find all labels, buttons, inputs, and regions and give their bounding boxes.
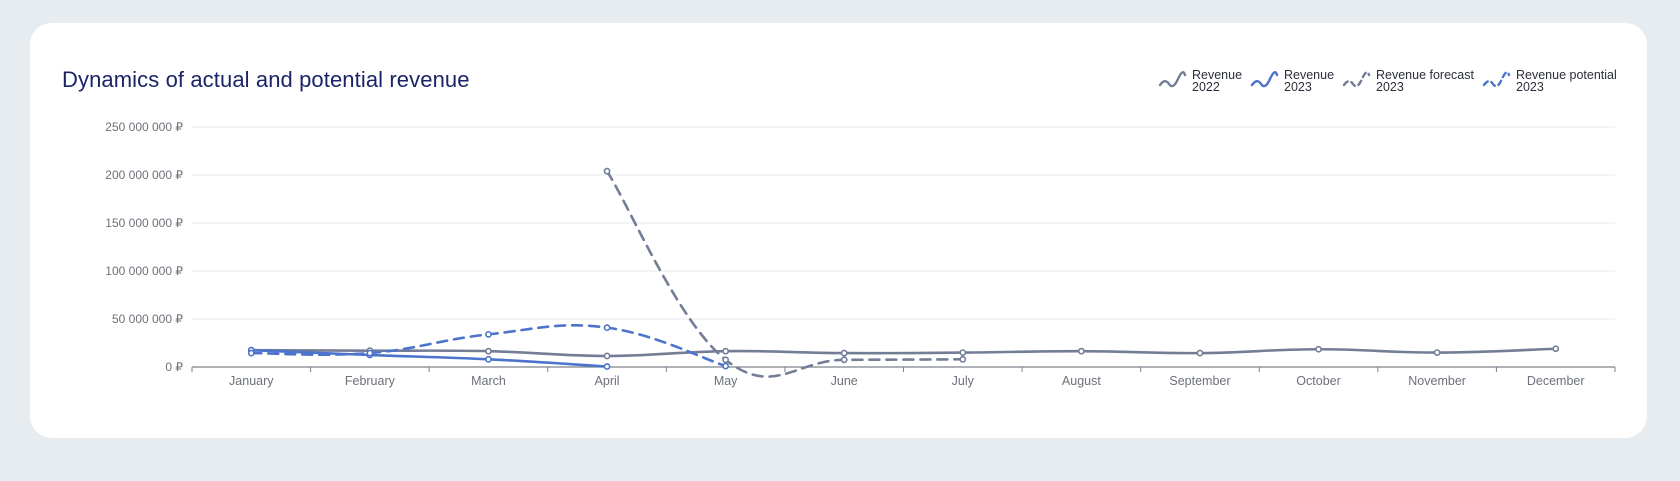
x-tick-label: April — [595, 374, 620, 388]
legend-label-1[interactable]: Revenue — [1192, 68, 1242, 82]
y-tick-label: 250 000 000 ₽ — [105, 120, 183, 134]
series-line-3 — [605, 169, 965, 378]
legend-label-1[interactable]: 2022 — [1192, 80, 1220, 94]
y-tick-label: 150 000 000 ₽ — [105, 216, 183, 230]
data-point[interactable] — [722, 347, 730, 355]
y-tick-label: 0 ₽ — [165, 360, 183, 374]
data-point[interactable] — [603, 167, 611, 175]
x-tick-label: March — [471, 374, 506, 388]
x-tick-label: December — [1527, 374, 1585, 388]
legend-swatch-2[interactable] — [1250, 71, 1279, 88]
data-point[interactable] — [485, 347, 492, 355]
data-point[interactable] — [485, 355, 492, 363]
data-point[interactable] — [603, 352, 611, 360]
x-tick-label: May — [714, 374, 738, 388]
y-tick-label: 200 000 000 ₽ — [105, 168, 183, 182]
data-point[interactable] — [1315, 345, 1322, 353]
data-point[interactable] — [959, 355, 967, 363]
x-tick-label: January — [229, 374, 274, 388]
data-point[interactable] — [722, 356, 730, 364]
x-tick-label: September — [1169, 374, 1230, 388]
data-point[interactable] — [1077, 347, 1085, 355]
legend-label-4[interactable]: 2023 — [1516, 80, 1544, 94]
legend-label-3[interactable]: Revenue forecast — [1376, 68, 1475, 82]
data-point[interactable] — [366, 349, 374, 357]
data-point[interactable] — [959, 349, 967, 356]
y-tick-label: 100 000 000 ₽ — [105, 264, 183, 278]
revenue-line-chart: 0 ₽ 50 000 000 ₽ 100 000 000 ₽ 150 000 000 … — [105, 68, 1617, 388]
legend-label-4[interactable]: Revenue potential — [1516, 68, 1617, 82]
legend-swatch-4[interactable] — [1482, 71, 1511, 88]
data-point[interactable] — [1196, 349, 1204, 357]
series-line-2 — [249, 348, 609, 368]
x-tick-label: June — [831, 374, 858, 388]
data-point[interactable] — [1552, 345, 1560, 353]
x-tick-label: October — [1296, 374, 1340, 388]
data-point[interactable] — [722, 362, 730, 370]
data-point[interactable] — [247, 349, 255, 357]
x-tick-label: February — [345, 374, 396, 388]
data-point[interactable] — [840, 349, 848, 357]
legend-swatch-1[interactable] — [1158, 71, 1187, 88]
legend-swatch-3[interactable] — [1342, 71, 1371, 88]
revenue-chart-card: Dynamics of actual and potential revenue… — [30, 23, 1647, 438]
legend-label-3[interactable]: 2023 — [1376, 80, 1404, 94]
data-point[interactable] — [485, 330, 492, 338]
legend-label-2[interactable]: Revenue — [1284, 68, 1334, 82]
y-tick-label: 50 000 000 ₽ — [112, 312, 183, 326]
x-tick-label: July — [952, 374, 975, 388]
chart-title: Dynamics of actual and potential revenue — [62, 67, 470, 92]
legend-label-2[interactable]: 2023 — [1284, 80, 1312, 94]
data-point[interactable] — [840, 356, 848, 364]
data-point[interactable] — [603, 363, 611, 370]
x-tick-label: August — [1062, 374, 1101, 388]
series-line-1 — [249, 347, 1558, 358]
x-tick-label: November — [1408, 374, 1466, 388]
data-point[interactable] — [1433, 349, 1441, 356]
data-point[interactable] — [603, 324, 611, 332]
